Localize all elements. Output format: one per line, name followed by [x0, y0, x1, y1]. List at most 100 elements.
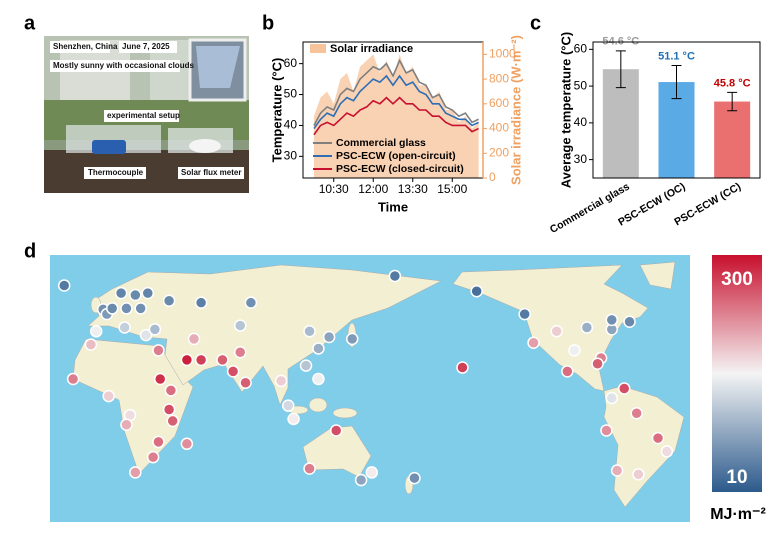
photo-caption: Shenzhen, China: [53, 42, 118, 51]
station-dot: [550, 325, 563, 338]
y-tick-label: 40: [574, 115, 588, 129]
station-dot: [408, 471, 421, 485]
station-dot: [518, 307, 531, 321]
station-dot: [580, 321, 594, 334]
y-tick-label: 30: [574, 152, 588, 166]
y2-tick-label: 600: [489, 96, 509, 110]
colorbar: [712, 255, 762, 492]
station-dot: [114, 286, 128, 300]
station-dot: [617, 382, 631, 395]
station-dot: [605, 391, 619, 405]
legend-label: PSC-ECW (closed-circuit): [336, 163, 464, 175]
y-axis-title: Average temperature (°C): [558, 32, 573, 188]
y-tick-label: 60: [284, 56, 298, 70]
line: [313, 58, 479, 126]
station-dot: [632, 468, 645, 481]
y2-tick-label: 400: [489, 121, 509, 135]
station-dot: [322, 330, 336, 344]
colorbar-max: 300: [721, 269, 753, 290]
station-dot: [148, 323, 162, 336]
station-dot: [568, 344, 581, 357]
station-dot: [129, 466, 142, 479]
station-dot: [166, 414, 179, 428]
station-dot: [194, 353, 208, 367]
station-dot: [312, 372, 325, 386]
station-dot: [651, 431, 665, 445]
panel-label: b: [262, 12, 274, 34]
legend-label: PSC-ECW (open-circuit): [336, 150, 456, 162]
legend-swatch: [310, 44, 326, 53]
y-tick-label: 50: [574, 78, 588, 92]
station-dot: [561, 365, 574, 378]
station-dot: [312, 342, 325, 355]
station-dot: [303, 325, 316, 338]
station-dot: [139, 328, 153, 342]
station-dot: [287, 412, 300, 426]
photo-caption: Thermocouple: [88, 168, 144, 177]
station-dot: [152, 344, 165, 357]
y-tick-label: 50: [284, 87, 298, 101]
station-dot: [102, 389, 115, 403]
station-dot: [146, 450, 160, 464]
x-axis-title: Time: [378, 199, 408, 214]
station-dot: [527, 336, 540, 349]
line: [313, 74, 479, 130]
station-dot: [329, 424, 343, 437]
station-dot: [152, 435, 165, 449]
irradiance-area: [313, 54, 479, 179]
station-dot: [354, 473, 368, 487]
station-dot: [105, 302, 119, 315]
panel-label: c: [530, 12, 541, 34]
y2-axis-title: Solar irradiance (W·m⁻²): [508, 35, 523, 185]
station-dot: [153, 372, 167, 386]
station-dot: [605, 313, 619, 327]
station-dot: [216, 353, 229, 367]
station-dot: [244, 296, 258, 309]
colorbar-unit: MJ·m⁻²: [710, 506, 766, 523]
y2-tick-label: 800: [489, 71, 509, 85]
line: [313, 96, 479, 136]
y-tick-label: 30: [284, 149, 298, 163]
station-dot: [456, 361, 469, 374]
station-dot: [57, 279, 71, 292]
x-tick-label: 15:00: [437, 182, 467, 196]
station-dot: [129, 288, 142, 302]
y2-tick-label: 1000: [489, 47, 516, 61]
station-dot: [233, 319, 247, 332]
station-dot: [134, 302, 147, 315]
legend-label: Solar irradiance: [330, 43, 413, 55]
station-dot: [180, 437, 194, 451]
photo: Shenzhen, China June 7, 2025 Mostly sunn…: [44, 36, 249, 193]
station-dot: [600, 424, 613, 437]
panel-label: d: [24, 240, 36, 262]
photo-caption: experimental setup: [107, 111, 180, 120]
station-dot: [274, 374, 288, 388]
panel-label: a: [24, 12, 36, 34]
station-dot: [164, 384, 178, 397]
station-dot: [630, 407, 643, 420]
value-label: 51.1 °C: [658, 50, 695, 62]
error-bar: [727, 91, 738, 112]
station-dot: [162, 403, 176, 416]
station-dot: [89, 325, 103, 338]
colorbar-min: 10: [726, 467, 747, 488]
station-dot: [120, 418, 133, 431]
x-tick-label: 10:30: [319, 182, 349, 196]
plot-frame: [592, 41, 761, 179]
y-tick-label: 60: [574, 42, 588, 56]
station-dot: [299, 359, 313, 372]
station-dot: [180, 353, 194, 367]
station-dot: [591, 357, 604, 370]
station-dot: [281, 399, 295, 412]
photo-caption: June 7, 2025: [122, 42, 170, 51]
station-dot: [84, 338, 98, 351]
y2-tick-label: 200: [489, 145, 509, 159]
station-dot: [233, 346, 247, 359]
value-label: 45.8 °C: [714, 77, 751, 89]
x-tick-label: 12:00: [358, 182, 388, 196]
station-dot: [239, 376, 252, 390]
station-dot: [345, 332, 359, 346]
station-dot: [194, 296, 208, 309]
y2-tick-label: 0: [489, 170, 496, 184]
